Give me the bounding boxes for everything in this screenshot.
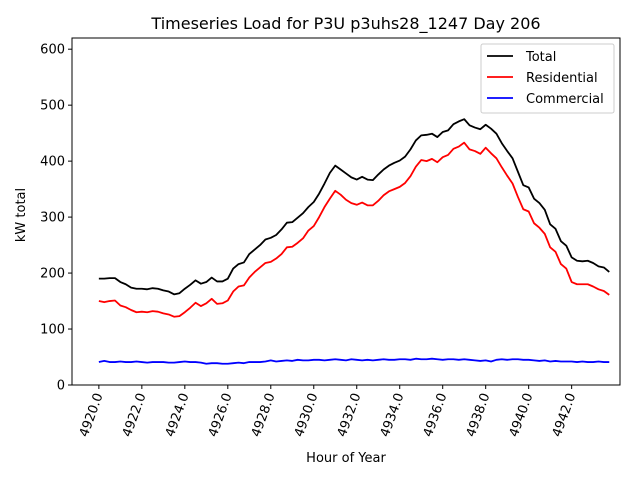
x-axis-label: Hour of Year	[306, 451, 386, 466]
series-line-residential	[98, 141, 610, 318]
y-axis-label: kW total	[14, 188, 29, 242]
chart-title: Timeseries Load for P3U p3uhs28_1247 Day…	[150, 14, 540, 34]
plot-frame	[71, 37, 621, 386]
y-tick-label: 400	[40, 155, 65, 170]
legend-box	[480, 43, 615, 114]
y-tick-label: 0	[57, 379, 65, 394]
y-axis: 0 100 200 300 400 500 600	[40, 43, 72, 394]
legend-label-total: Total	[525, 50, 556, 65]
y-tick-label: 600	[40, 43, 65, 58]
legend: Total Residential Commercial	[480, 43, 615, 114]
legend-label-commercial: Commercial	[526, 92, 604, 107]
plot-area	[71, 37, 621, 386]
y-tick-label: 500	[40, 99, 65, 114]
y-tick-label: 300	[40, 211, 65, 226]
series-lines	[98, 118, 610, 365]
series-line-commercial	[98, 357, 610, 365]
y-tick-label: 200	[40, 267, 65, 282]
legend-label-residential: Residential	[526, 71, 598, 86]
y-tick-label: 100	[40, 323, 65, 338]
series-line-total	[98, 118, 610, 296]
